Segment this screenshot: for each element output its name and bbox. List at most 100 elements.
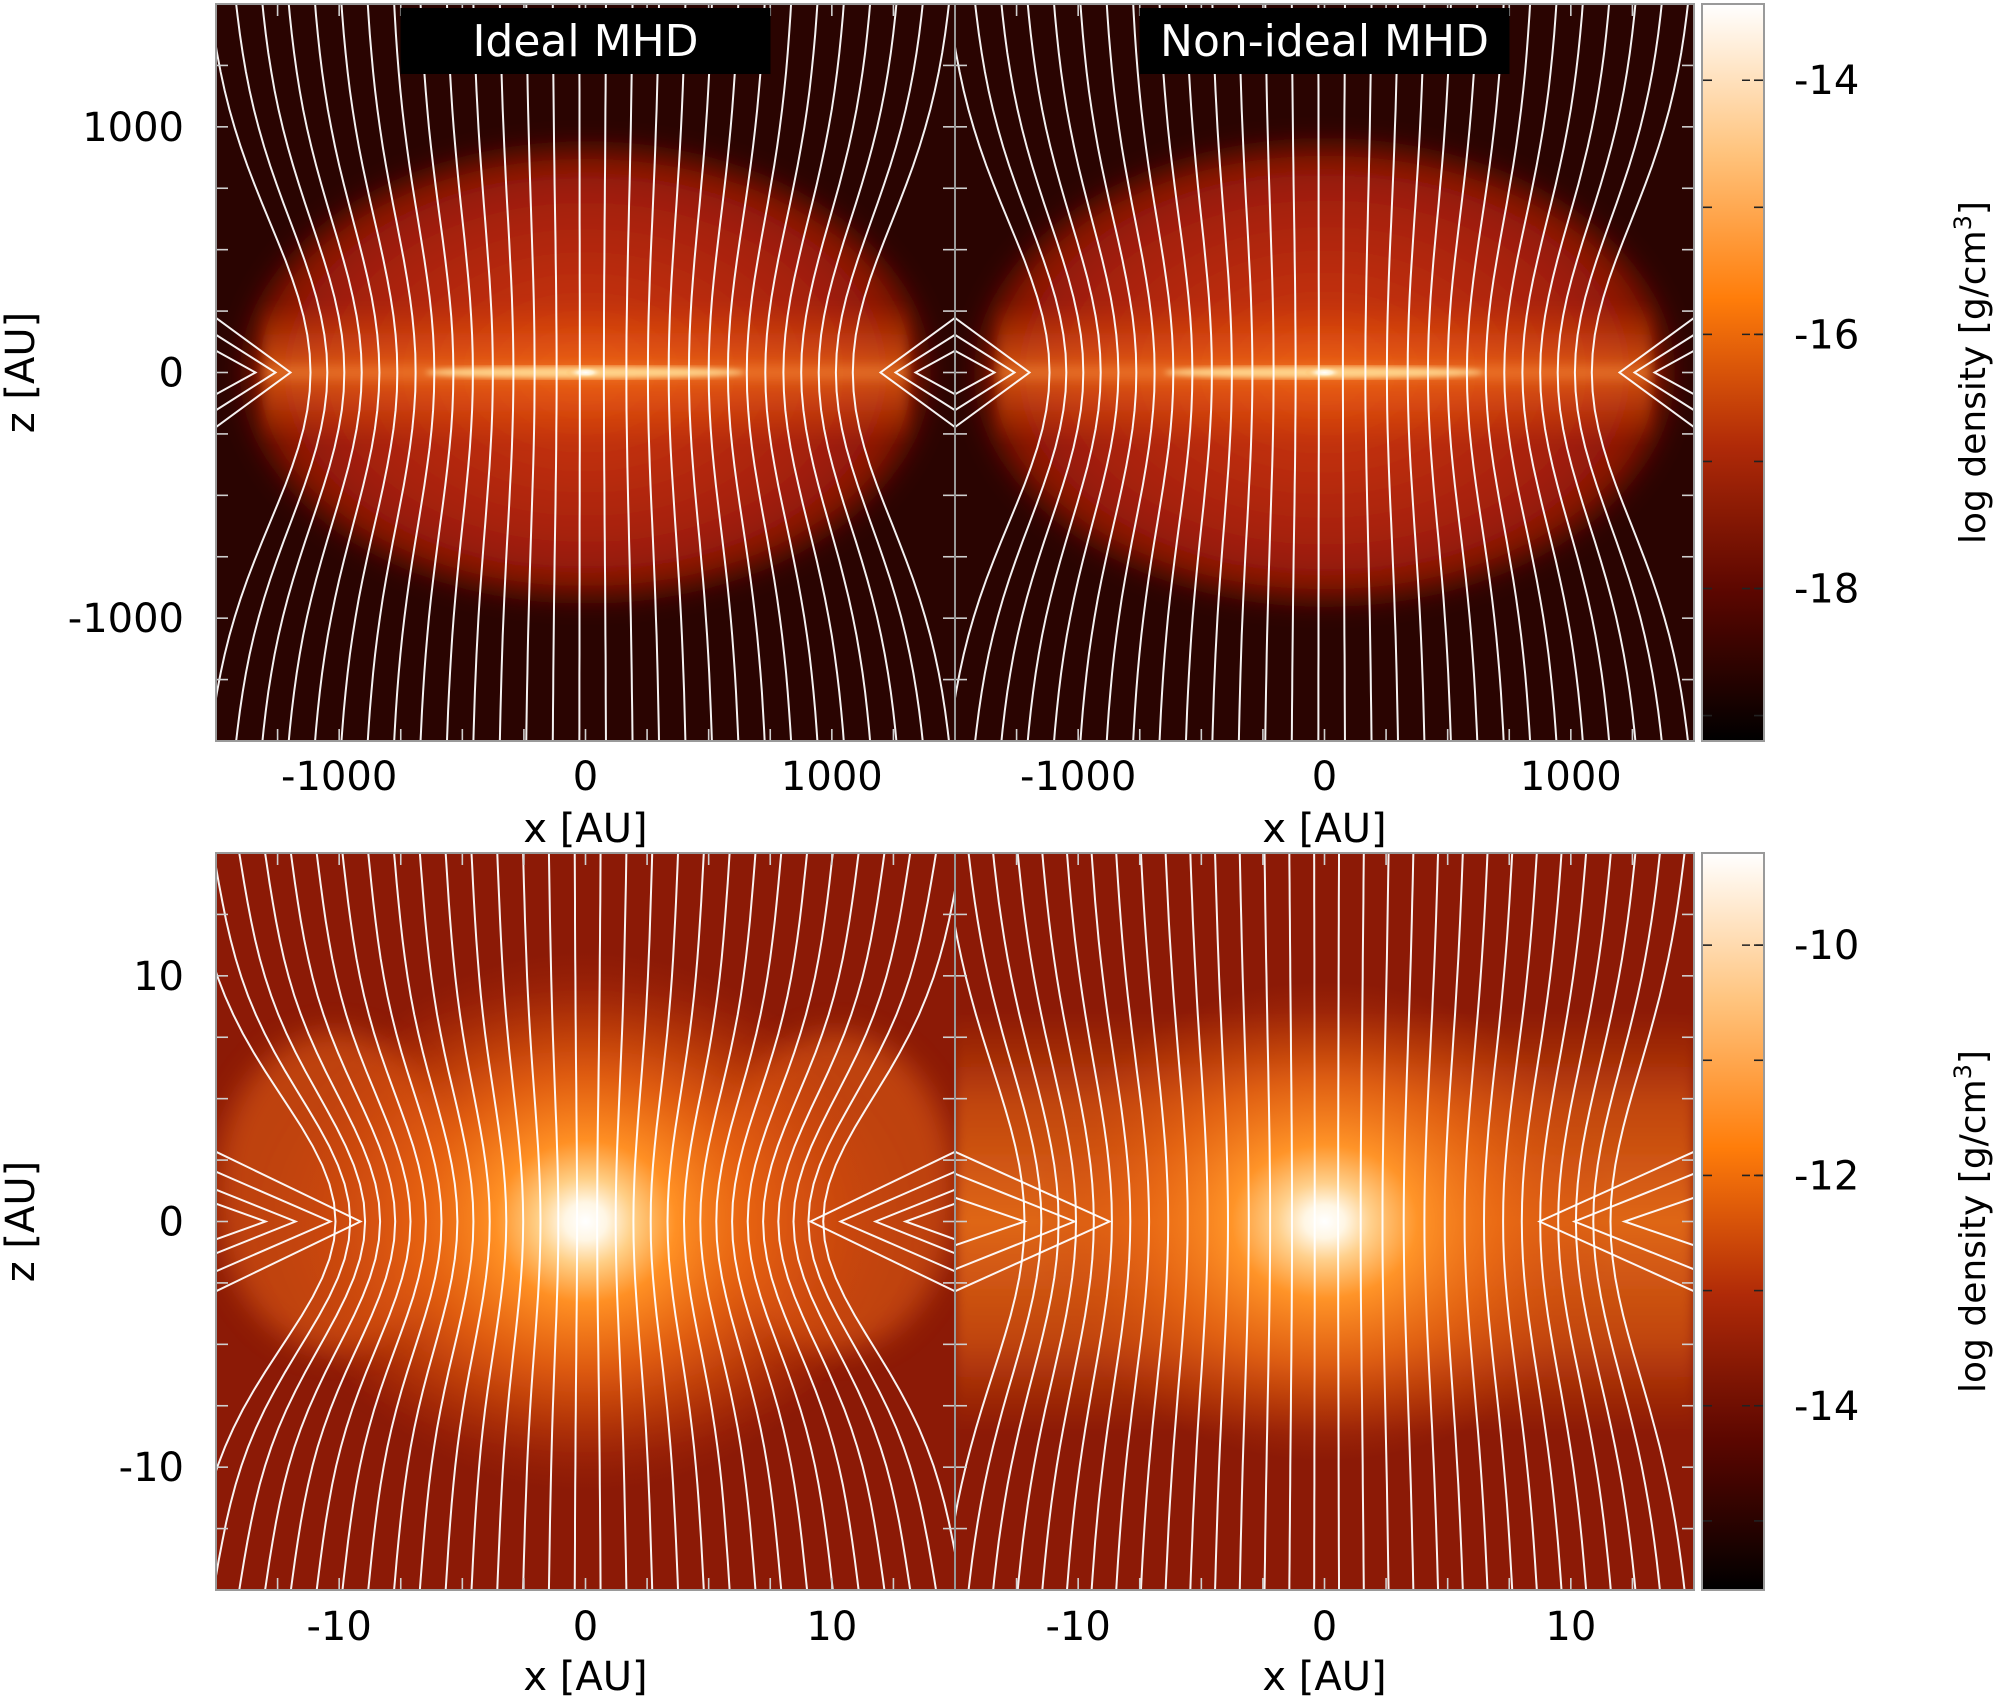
field-lines-bottom-left bbox=[216, 853, 955, 1590]
central-peak bbox=[565, 366, 606, 379]
field-line bbox=[1000, 4, 1085, 741]
y-tick-label: 0 bbox=[159, 1200, 184, 1246]
field-line bbox=[1521, 4, 1584, 741]
field-line bbox=[1337, 853, 1340, 1590]
colorbar-tick-label: -18 bbox=[1794, 567, 1859, 613]
field-line-loop bbox=[1652, 349, 1694, 396]
field-line bbox=[1237, 4, 1254, 741]
colorbar-ticks-top: -14 -16 -18 bbox=[1702, 58, 1859, 717]
field-line bbox=[1465, 4, 1505, 741]
colorbar-bottom: -10 -12 -14 log density [g/cm3] bbox=[1701, 852, 1994, 1591]
field-line bbox=[1402, 853, 1415, 1590]
colorbar-label-superscript: 3 bbox=[1949, 215, 1977, 230]
field-line bbox=[1263, 853, 1272, 1590]
field-line-loop bbox=[1571, 1172, 1694, 1271]
panel-title-ideal-mhd: Ideal MHD bbox=[472, 16, 698, 67]
field-line bbox=[715, 853, 783, 1590]
field-line bbox=[1557, 853, 1612, 1590]
field-line bbox=[1609, 853, 1686, 1590]
field-lines-top-left bbox=[216, 4, 955, 741]
field-line bbox=[625, 4, 634, 741]
x-axis-title: x [AU] bbox=[523, 1654, 647, 1696]
y-axis-title: z [AU] bbox=[0, 1161, 44, 1283]
field-line bbox=[726, 4, 766, 741]
field-line-loop bbox=[955, 349, 997, 396]
field-line bbox=[1090, 853, 1132, 1590]
colorbar-frame-bottom bbox=[1701, 852, 1765, 1591]
colorbar-label-bottom: log density [g/cm3] bbox=[1949, 1050, 1994, 1393]
field-line bbox=[525, 4, 536, 741]
field-line bbox=[649, 853, 680, 1590]
field-line bbox=[289, 853, 397, 1590]
central-peak bbox=[1304, 366, 1345, 379]
field-line bbox=[1406, 4, 1426, 741]
field-line-loop bbox=[913, 349, 955, 396]
x-axis-title: x [AU] bbox=[523, 806, 647, 852]
panel-bottom-left bbox=[215, 852, 956, 1591]
field-line bbox=[1041, 853, 1095, 1590]
field-line bbox=[967, 853, 1043, 1590]
x-tick-label: 0 bbox=[573, 754, 598, 800]
field-line bbox=[1484, 4, 1532, 741]
field-line bbox=[1214, 853, 1230, 1590]
field-line bbox=[547, 853, 560, 1590]
field-line bbox=[522, 853, 542, 1590]
field-line bbox=[687, 4, 713, 741]
x-tick-label: -1000 bbox=[281, 754, 397, 800]
field-line bbox=[1482, 853, 1514, 1590]
field-line-loop bbox=[1537, 1150, 1694, 1293]
field-line bbox=[666, 853, 705, 1590]
y-tick-label: 10 bbox=[133, 954, 184, 1000]
field-lines-bottom-right bbox=[955, 853, 1694, 1590]
field-line bbox=[834, 4, 924, 741]
field-line-loop bbox=[216, 1170, 334, 1273]
field-line-loop bbox=[1632, 333, 1694, 412]
field-line bbox=[573, 853, 579, 1590]
field-line bbox=[419, 4, 455, 741]
colorbar-frame-top bbox=[1701, 3, 1765, 742]
field-line bbox=[646, 4, 660, 741]
field-line bbox=[1590, 4, 1689, 741]
field-line-loop bbox=[955, 1150, 1112, 1293]
colorbar-label-close: ] bbox=[1953, 201, 1994, 215]
field-line-loop bbox=[808, 1150, 955, 1293]
x-tick-label: 1000 bbox=[781, 754, 883, 800]
field-line-loop bbox=[837, 1170, 955, 1273]
field-line bbox=[1503, 4, 1558, 741]
field-line bbox=[216, 968, 337, 1475]
density-core-top-left bbox=[245, 148, 926, 597]
field-line bbox=[777, 853, 886, 1590]
field-line bbox=[614, 853, 628, 1590]
field-line bbox=[746, 853, 834, 1590]
colorbar-gradient-bottom bbox=[1702, 853, 1764, 1590]
x-tick-label: 1000 bbox=[1520, 754, 1622, 800]
field-line bbox=[974, 4, 1068, 741]
field-line bbox=[602, 4, 607, 741]
field-line bbox=[632, 853, 654, 1590]
field-line bbox=[1385, 4, 1399, 741]
colorbar-tick-label: -14 bbox=[1794, 1384, 1859, 1430]
title-box-top-right bbox=[1139, 8, 1510, 74]
central-peak bbox=[285, 951, 886, 1492]
colorbar-label-superscript: 3 bbox=[1949, 1064, 1977, 1079]
field-line bbox=[1079, 4, 1138, 741]
field-line bbox=[1359, 853, 1365, 1590]
field-line bbox=[1573, 4, 1663, 741]
field-line bbox=[418, 853, 475, 1590]
colorbar-tick-label: -12 bbox=[1794, 1153, 1859, 1199]
field-line bbox=[216, 861, 352, 1582]
field-line bbox=[393, 4, 436, 741]
field-line bbox=[1426, 4, 1452, 741]
field-line bbox=[366, 4, 417, 741]
field-line bbox=[699, 853, 757, 1590]
density-core-bottom-left bbox=[216, 951, 955, 1492]
field-line bbox=[1463, 853, 1489, 1590]
field-line bbox=[1026, 4, 1102, 741]
x-tick-label: 0 bbox=[573, 1604, 598, 1650]
field-line bbox=[1381, 853, 1390, 1590]
field-line bbox=[1115, 853, 1151, 1590]
field-line bbox=[707, 4, 740, 741]
x-axis-title: x [AU] bbox=[1262, 806, 1386, 852]
field-line-loop bbox=[955, 333, 1017, 412]
